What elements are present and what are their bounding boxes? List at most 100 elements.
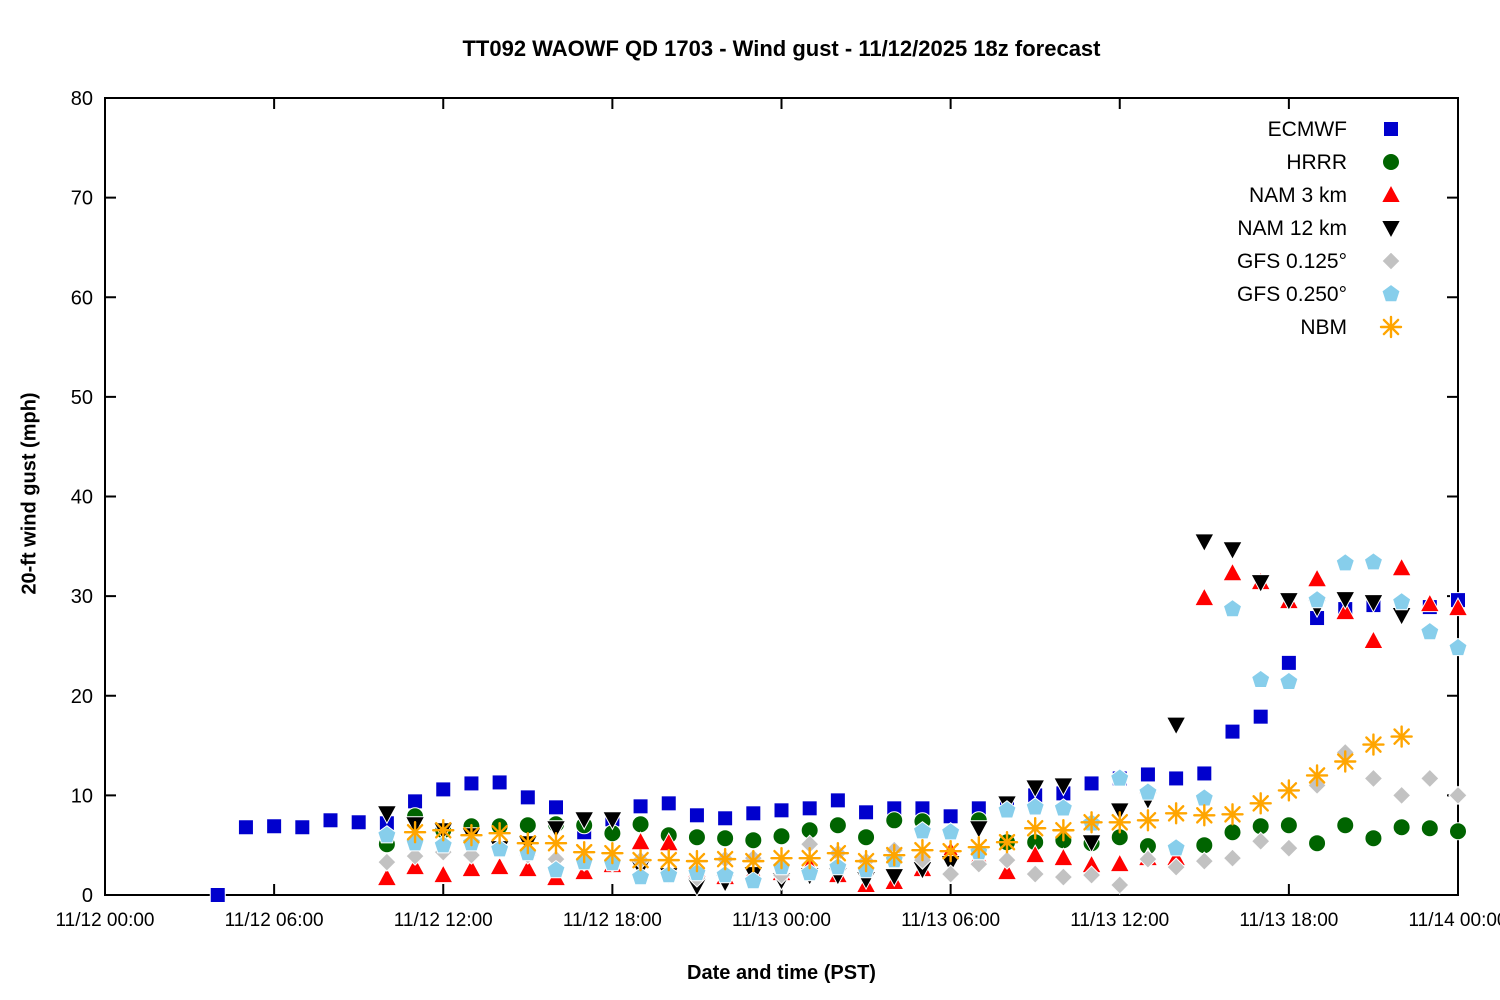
data-point xyxy=(1111,814,1129,831)
data-point xyxy=(1382,153,1400,171)
data-point xyxy=(716,850,734,868)
data-point xyxy=(1195,836,1214,855)
data-point xyxy=(1279,671,1299,690)
data-point xyxy=(1250,831,1271,851)
data-point xyxy=(435,781,452,798)
data-point xyxy=(1279,816,1298,835)
legend-label: NBM xyxy=(1300,316,1347,339)
x-tick-label: 11/12 06:00 xyxy=(225,910,324,931)
data-point xyxy=(1449,822,1467,841)
data-point xyxy=(940,864,961,884)
data-point xyxy=(547,834,565,852)
legend-label: HRRR xyxy=(1286,151,1347,174)
data-point xyxy=(1420,819,1439,838)
data-point xyxy=(632,851,649,869)
data-point xyxy=(575,843,593,861)
data-point xyxy=(1194,851,1215,871)
data-point xyxy=(490,839,510,858)
data-point xyxy=(1363,768,1384,789)
data-point xyxy=(1053,777,1074,797)
data-point xyxy=(1420,621,1440,641)
data-point xyxy=(1365,736,1382,753)
data-point xyxy=(461,858,482,878)
y-tick-label: 0 xyxy=(82,885,93,907)
data-point xyxy=(745,805,762,822)
data-point xyxy=(1336,816,1355,835)
y-tick-label: 60 xyxy=(71,287,93,309)
y-tick-label: 80 xyxy=(71,88,93,110)
data-point xyxy=(1196,807,1213,824)
data-point xyxy=(377,825,397,844)
data-point xyxy=(519,789,536,806)
y-tick-label: 40 xyxy=(71,487,93,509)
data-point xyxy=(659,864,679,884)
data-point xyxy=(1138,782,1158,801)
data-point xyxy=(604,844,621,862)
data-point xyxy=(406,823,424,841)
legend-item-nam-3-km: NAM 3 km xyxy=(1249,183,1402,207)
data-point xyxy=(237,819,254,836)
data-point xyxy=(404,856,426,876)
x-tick-label: 11/12 12:00 xyxy=(394,910,493,931)
data-point xyxy=(376,867,398,887)
data-point xyxy=(630,866,651,886)
data-point xyxy=(545,820,567,840)
data-point xyxy=(828,856,848,876)
data-point xyxy=(519,834,537,852)
x-tick-label: 11/12 00:00 xyxy=(56,910,155,931)
data-point xyxy=(1196,765,1213,782)
data-point xyxy=(322,812,339,829)
data-point xyxy=(573,811,595,831)
legend-label: GFS 0.125° xyxy=(1237,250,1347,273)
x-axis-label: Date and time (PST) xyxy=(687,962,876,984)
data-point xyxy=(743,870,763,890)
data-point xyxy=(801,800,818,817)
data-point xyxy=(1393,728,1410,745)
data-point xyxy=(1193,533,1215,553)
data-point xyxy=(1222,541,1243,561)
data-point xyxy=(1139,812,1157,829)
data-point xyxy=(1382,318,1400,336)
data-point xyxy=(745,852,762,870)
data-point xyxy=(942,842,959,860)
data-point xyxy=(1420,768,1440,789)
data-point xyxy=(885,811,904,830)
data-point xyxy=(660,795,677,812)
data-point xyxy=(1055,821,1072,839)
data-point xyxy=(1252,708,1269,725)
data-point xyxy=(491,824,508,842)
data-point xyxy=(632,798,649,815)
data-point xyxy=(1392,591,1412,611)
data-point xyxy=(1025,797,1045,816)
data-point xyxy=(1363,552,1384,571)
data-point xyxy=(858,804,875,821)
data-point xyxy=(1280,654,1297,671)
x-tick-label: 11/13 00:00 xyxy=(732,910,831,931)
data-point xyxy=(857,852,875,870)
data-point xyxy=(1053,867,1074,887)
data-point xyxy=(294,819,311,836)
data-point xyxy=(266,818,283,835)
data-point xyxy=(744,831,763,850)
x-tick-label: 11/13 12:00 xyxy=(1070,910,1169,931)
y-tick-label: 50 xyxy=(71,387,93,409)
data-point xyxy=(660,851,678,869)
data-point xyxy=(1139,766,1156,783)
legend-item-hrrr: HRRR xyxy=(1286,151,1400,174)
x-tick-label: 11/13 06:00 xyxy=(901,910,1000,931)
data-point xyxy=(688,807,705,824)
data-point xyxy=(773,849,790,867)
y-tick-label: 70 xyxy=(71,188,93,210)
data-point xyxy=(1222,848,1243,868)
data-point xyxy=(1222,562,1243,582)
data-point xyxy=(376,805,398,825)
legend-label: GFS 0.250° xyxy=(1237,283,1347,306)
data-point xyxy=(491,774,508,791)
data-point xyxy=(772,827,791,846)
data-point xyxy=(1193,587,1215,607)
data-point xyxy=(1381,251,1401,271)
data-point xyxy=(1250,574,1272,594)
data-point xyxy=(1448,785,1468,806)
data-point xyxy=(1168,770,1185,787)
